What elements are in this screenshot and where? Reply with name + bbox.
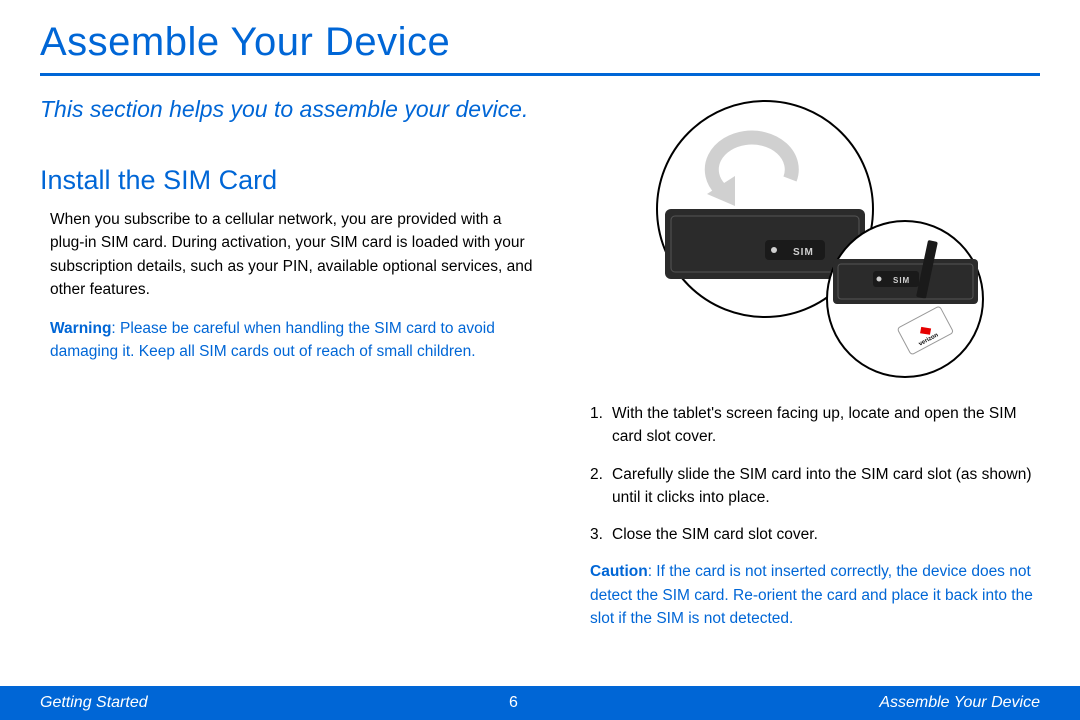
content-columns: This section helps you to assemble your …	[40, 94, 1040, 630]
intro-text: This section helps you to assemble your …	[40, 94, 540, 125]
step-1: With the tablet's screen facing up, loca…	[590, 402, 1040, 449]
warning-text: : Please be careful when handling the SI…	[50, 320, 495, 360]
caution-text: : If the card is not inserted correctly,…	[590, 563, 1033, 627]
warning-label: Warning	[50, 320, 111, 337]
caution-label: Caution	[590, 563, 648, 580]
footer-right: Assemble Your Device	[879, 694, 1040, 712]
svg-text:SIM: SIM	[893, 276, 910, 285]
section-heading: Install the SIM Card	[40, 165, 540, 196]
step-3: Close the SIM card slot cover.	[590, 523, 1040, 546]
right-column: SIM SIM	[580, 94, 1040, 630]
page-title: Assemble Your Device	[40, 20, 1040, 65]
footer-bar: Getting Started 6 Assemble Your Device	[0, 686, 1080, 720]
footer-left: Getting Started	[40, 694, 148, 712]
warning-block: Warning: Please be careful when handling…	[40, 317, 540, 364]
title-divider	[40, 73, 1040, 76]
caution-block: Caution: If the card is not inserted cor…	[580, 560, 1040, 630]
footer-page-number: 6	[509, 694, 518, 712]
install-steps: With the tablet's screen facing up, loca…	[580, 402, 1040, 546]
step-2: Carefully slide the SIM card into the SI…	[590, 463, 1040, 510]
left-column: This section helps you to assemble your …	[40, 94, 540, 630]
sim-install-illustration: SIM SIM	[625, 94, 995, 384]
svg-text:SIM: SIM	[793, 247, 814, 258]
body-paragraph-1: When you subscribe to a cellular network…	[40, 208, 540, 301]
